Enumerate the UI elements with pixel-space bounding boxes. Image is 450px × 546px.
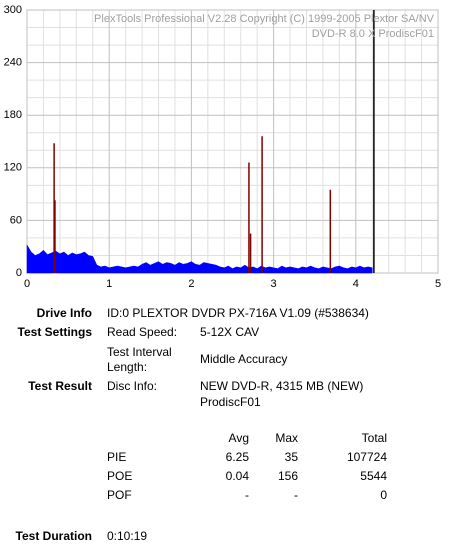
table-cell: Max bbox=[275, 431, 298, 445]
y-tick-label: 240 bbox=[4, 57, 22, 69]
value: Middle Accuracy bbox=[200, 352, 288, 366]
chart: 0 60 120 180 240 300 0 1 2 3 4 5 PlexTools Professio… bbox=[4, 4, 441, 290]
plot-area bbox=[26, 9, 439, 274]
table-cell: 5544 bbox=[360, 469, 387, 483]
value: ID:0 PLEXTOR DVDR PX-716A V1.09 (#538634… bbox=[107, 306, 369, 320]
y-tick-label: 0 bbox=[16, 267, 22, 279]
area bbox=[26, 244, 373, 274]
label: Test Result bbox=[28, 379, 92, 393]
table-cell: POE bbox=[107, 469, 133, 483]
key: Test Interval Length: bbox=[107, 345, 172, 374]
label: Drive Info bbox=[36, 306, 92, 320]
key: Read Speed: bbox=[107, 325, 178, 339]
table-cell: POF bbox=[107, 488, 132, 502]
table-cell: Total bbox=[361, 431, 387, 445]
value: 5-12X CAV bbox=[200, 325, 260, 339]
table-cell: PIE bbox=[107, 450, 127, 464]
y-tick-label: 60 bbox=[10, 214, 22, 226]
x-tick-label: 4 bbox=[353, 278, 359, 290]
label: Test Duration bbox=[15, 529, 92, 543]
x-tick-label: 3 bbox=[271, 278, 277, 290]
table-cell: - bbox=[294, 488, 298, 502]
table-cell: 156 bbox=[277, 469, 298, 483]
y-tick-label: 120 bbox=[4, 162, 22, 174]
y-tick-label: 180 bbox=[4, 109, 22, 121]
table-cell: - bbox=[245, 488, 249, 502]
table-cell: 0 bbox=[380, 488, 387, 502]
key: Disc Info: bbox=[107, 379, 158, 393]
table-cell: 35 bbox=[284, 450, 298, 464]
value: ProdiscF01 bbox=[200, 395, 261, 409]
table-cell: 0.04 bbox=[225, 469, 249, 483]
table-cell: Avg bbox=[228, 431, 249, 445]
value: NEW DVD-R, 4315 MB (NEW) bbox=[200, 379, 364, 393]
table-cell: 107724 bbox=[346, 450, 387, 464]
watermark: PlexTools Professional V2.28 Copyright (… bbox=[94, 13, 435, 25]
label: Test Settings bbox=[17, 325, 92, 339]
x-tick-label: 0 bbox=[24, 278, 30, 290]
x-tick-label: 5 bbox=[435, 278, 441, 290]
watermark: DVD-R 8.0 X ProdiscF01 bbox=[312, 28, 434, 40]
table-cell: 6.25 bbox=[225, 450, 249, 464]
x-tick-label: 1 bbox=[106, 278, 112, 290]
y-tick-label: 300 bbox=[4, 4, 22, 16]
x-tick-label: 2 bbox=[188, 278, 194, 290]
value: 0:10:19 bbox=[107, 529, 148, 543]
